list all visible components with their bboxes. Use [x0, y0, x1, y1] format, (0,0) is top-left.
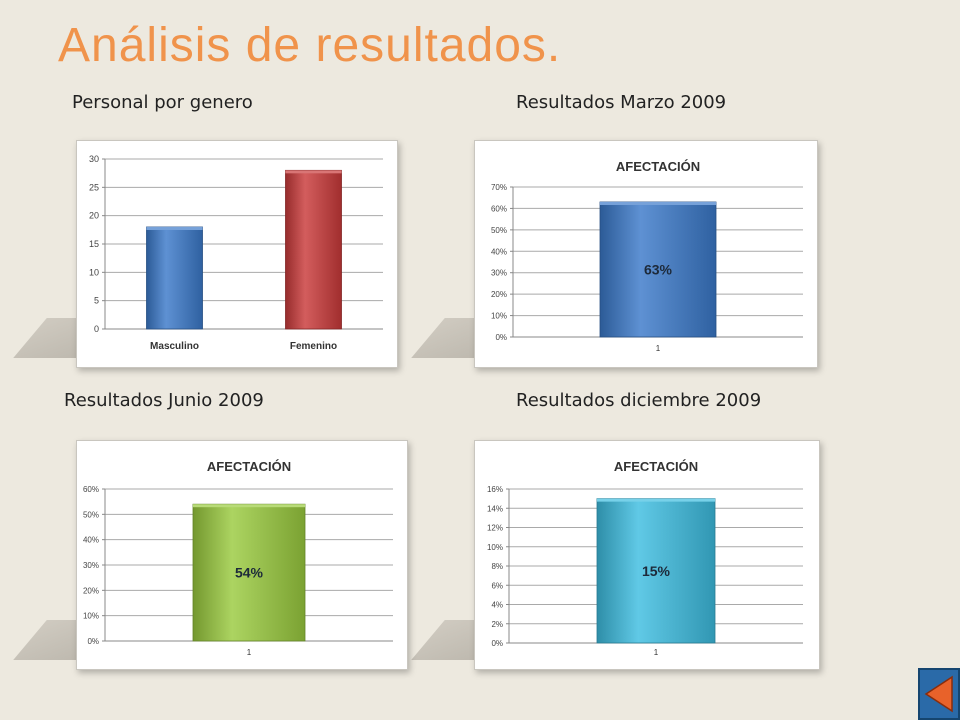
- bar: [596, 498, 716, 644]
- y-tick-label: 10%: [487, 543, 503, 552]
- chart-panel-gender: 0 5 10 15 20 25 30 Masculino Femenino: [76, 140, 398, 368]
- chart-december: AFECTACIÓN 0% 2% 4% 6% 8% 10% 12% 14% 16% 1 15%: [487, 459, 803, 657]
- chart-title: AFECTACIÓN: [616, 159, 700, 174]
- bar-highlight: [146, 227, 203, 230]
- data-label: 15%: [642, 563, 671, 579]
- y-tick-label: 70%: [491, 183, 507, 192]
- y-tick-label: 4%: [491, 601, 503, 610]
- x-category-label: Femenino: [290, 341, 337, 352]
- y-tick-label: 2%: [491, 620, 503, 629]
- x-category-label: 1: [247, 648, 252, 657]
- y-tick-label: 0%: [495, 333, 507, 342]
- chart-title: AFECTACIÓN: [207, 459, 291, 474]
- y-tick-label: 20: [89, 211, 99, 221]
- y-tick-label: 0%: [87, 637, 99, 646]
- back-button[interactable]: [918, 668, 960, 720]
- chart-gender: 0 5 10 15 20 25 30 Masculino Femenino: [89, 154, 383, 352]
- chart-title: AFECTACIÓN: [614, 459, 698, 474]
- caption-december: Resultados diciembre 2009: [516, 390, 762, 411]
- y-tick-label: 16%: [487, 485, 503, 494]
- y-tick-label: 60%: [491, 204, 507, 213]
- y-tick-label: 10%: [83, 612, 99, 621]
- y-tick-label: 10%: [491, 312, 507, 321]
- bar: [146, 226, 203, 330]
- bar-highlight: [597, 498, 715, 502]
- chart-june: AFECTACIÓN 0% 10% 20% 30% 40% 50% 60% 1 54%: [83, 459, 393, 657]
- x-category-label: Masculino: [150, 341, 199, 352]
- y-tick-label: 12%: [487, 524, 503, 533]
- bar-highlight: [193, 504, 305, 508]
- y-tick-label: 50%: [491, 226, 507, 235]
- y-tick-label: 15: [89, 239, 99, 249]
- bar-highlight: [600, 202, 716, 205]
- caption-march: Resultados Marzo 2009: [516, 92, 727, 113]
- data-label: 63%: [644, 262, 673, 278]
- chart-march: AFECTACIÓN 0% 10% 20% 30% 40% 50% 60% 70% 1 63%: [491, 159, 803, 353]
- y-tick-label: 0: [94, 324, 99, 334]
- bar: [192, 503, 306, 642]
- y-tick-label: 20%: [491, 290, 507, 299]
- y-tick-label: 6%: [491, 581, 503, 590]
- caption-gender: Personal por genero: [72, 92, 253, 113]
- chart-panel-december: AFECTACIÓN 0% 2% 4% 6% 8% 10% 12% 14% 16% 1 15%: [474, 440, 820, 670]
- y-tick-label: 25: [89, 182, 99, 192]
- y-tick-label: 30%: [491, 269, 507, 278]
- y-tick-label: 14%: [487, 504, 503, 513]
- y-tick-label: 60%: [83, 485, 99, 494]
- chart-panel-march: AFECTACIÓN 0% 10% 20% 30% 40% 50% 60% 70% 1 63%: [474, 140, 818, 368]
- slide-title: Análisis de resultados.: [58, 19, 562, 72]
- y-tick-label: 30: [89, 154, 99, 164]
- x-category-label: 1: [656, 344, 661, 353]
- y-tick-label: 10: [89, 267, 99, 277]
- y-tick-label: 0%: [491, 639, 503, 648]
- chart-panel-june: AFECTACIÓN 0% 10% 20% 30% 40% 50% 60% 1 54%: [76, 440, 408, 670]
- bar-highlight: [285, 170, 342, 174]
- back-arrow-icon: [924, 675, 953, 713]
- caption-june: Resultados Junio 2009: [64, 390, 264, 411]
- y-tick-label: 20%: [83, 586, 99, 595]
- y-tick-label: 5: [94, 296, 99, 306]
- y-tick-label: 8%: [491, 562, 503, 571]
- data-label: 54%: [235, 565, 264, 581]
- bar: [285, 169, 342, 330]
- y-tick-label: 50%: [83, 510, 99, 519]
- y-tick-label: 40%: [83, 536, 99, 545]
- x-category-label: 1: [654, 648, 659, 657]
- y-tick-label: 30%: [83, 561, 99, 570]
- y-tick-label: 40%: [491, 247, 507, 256]
